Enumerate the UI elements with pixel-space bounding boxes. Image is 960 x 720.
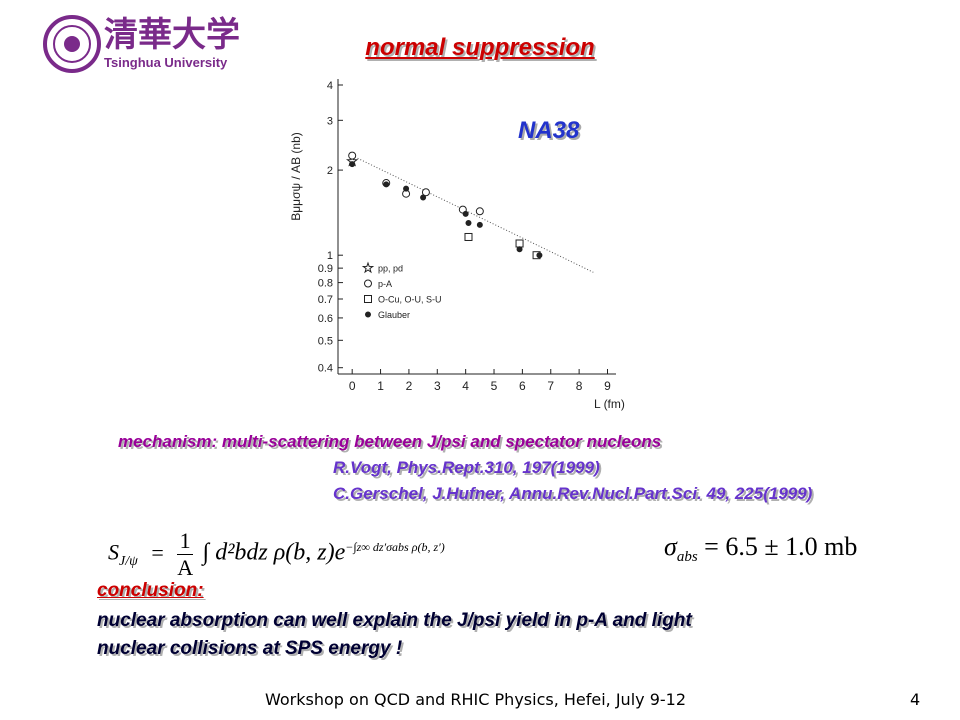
x-tick-label: 3 bbox=[434, 379, 441, 393]
formula-exp: −∫z∞ dz′σabs ρ(b, z′) bbox=[345, 540, 445, 555]
conclusion-heading: conclusion: bbox=[97, 580, 204, 601]
legend-label: pp, pd bbox=[378, 264, 403, 274]
y-tick-label: 0.9 bbox=[318, 263, 333, 275]
square-marker bbox=[515, 239, 524, 248]
x-tick-label: 2 bbox=[406, 379, 413, 393]
logo-seal bbox=[43, 15, 101, 73]
denominator: A bbox=[177, 555, 194, 580]
formula-eq: = bbox=[151, 539, 164, 565]
logo-en: Tsinghua University bbox=[104, 55, 228, 70]
filled-circle-marker bbox=[403, 185, 410, 192]
y-tick-label: 3 bbox=[327, 115, 333, 127]
numerator: 1 bbox=[177, 528, 194, 555]
page-number: 4 bbox=[910, 690, 921, 709]
filled-circle-marker bbox=[536, 252, 543, 259]
y-tick-label: 0.7 bbox=[318, 294, 333, 306]
fraction: 1 A bbox=[177, 528, 194, 581]
x-tick-label: 7 bbox=[547, 379, 554, 393]
x-tick-label: 5 bbox=[491, 379, 498, 393]
filled-circle-marker bbox=[349, 161, 356, 168]
annotation: NA38 bbox=[518, 117, 580, 144]
square-marker bbox=[364, 295, 372, 303]
legend-label: Glauber bbox=[378, 310, 410, 320]
filled-circle-marker bbox=[462, 210, 469, 217]
sigma-abs: σabs = 6.5 ± 1.0 mb bbox=[664, 532, 857, 566]
star-marker bbox=[361, 261, 375, 274]
open-circle-marker bbox=[364, 279, 372, 288]
conclusion-line: nuclear collisions at SPS energy ! bbox=[97, 638, 403, 659]
filled-circle-marker bbox=[476, 221, 483, 228]
square-marker bbox=[464, 232, 473, 241]
x-tick-label: 1 bbox=[377, 379, 384, 393]
logo-cn: 清華大学 bbox=[104, 15, 240, 54]
y-tick-label: 2 bbox=[327, 165, 333, 177]
x-tick-label: 6 bbox=[519, 379, 526, 393]
legend-label: p-A bbox=[378, 279, 392, 289]
y-tick-label: 0.5 bbox=[318, 335, 333, 347]
formula-lhs: S bbox=[108, 539, 119, 565]
open-circle-marker bbox=[475, 207, 484, 216]
legend-label: O-Cu, O-U, S-U bbox=[378, 295, 442, 305]
y-tick-label: 1 bbox=[327, 250, 333, 262]
sigma-symbol: σ bbox=[664, 532, 677, 561]
mechanism: mechanism: multi-scattering between J/ps… bbox=[118, 432, 662, 451]
filled-circle-marker bbox=[383, 181, 390, 188]
filled-circle-marker bbox=[516, 246, 523, 253]
filled-circle-marker bbox=[465, 219, 472, 226]
x-tick-label: 4 bbox=[462, 379, 469, 393]
y-axis-label: Bμμσψ / AB (nb) bbox=[289, 132, 303, 220]
y-tick-label: 4 bbox=[327, 80, 333, 92]
trend-line bbox=[351, 155, 594, 273]
open-circle-marker bbox=[421, 188, 430, 197]
sigma-value: = 6.5 ± 1.0 mb bbox=[704, 532, 858, 561]
slide-title: normal suppression bbox=[365, 34, 595, 61]
formula-body: ∫ d²bdz ρ(b, z)e bbox=[202, 539, 346, 566]
y-tick-label: 0.4 bbox=[318, 363, 333, 375]
filled-circle-marker bbox=[365, 311, 371, 318]
reference: C.Gerschel, J.Hufner, Annu.Rev.Nucl.Part… bbox=[333, 484, 813, 503]
x-tick-label: 0 bbox=[349, 379, 356, 393]
formula: SJ/ψ = 1 A ∫ d²bdz ρ(b, z)e−∫z∞ dz′σabs … bbox=[108, 528, 445, 581]
footer: Workshop on QCD and RHIC Physics, Hefei,… bbox=[265, 690, 687, 709]
open-circle-marker bbox=[348, 151, 357, 160]
sigma-sub: abs bbox=[676, 549, 698, 566]
filled-circle-marker bbox=[420, 194, 427, 201]
x-tick-label: 8 bbox=[576, 379, 583, 393]
conclusion-line: nuclear absorption can well explain the … bbox=[97, 610, 692, 631]
y-tick-label: 0.8 bbox=[318, 278, 333, 290]
reference: R.Vogt, Phys.Rept.310, 197(1999) bbox=[333, 458, 600, 477]
formula-sub: J/ψ bbox=[119, 553, 138, 569]
y-tick-label: 0.6 bbox=[318, 313, 333, 325]
x-axis-label: L (fm) bbox=[594, 397, 625, 411]
x-tick-label: 9 bbox=[604, 379, 611, 393]
